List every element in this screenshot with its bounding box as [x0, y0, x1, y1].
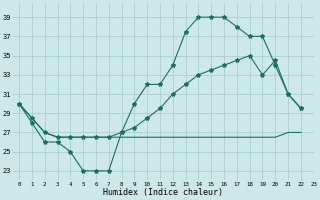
X-axis label: Humidex (Indice chaleur): Humidex (Indice chaleur) — [103, 188, 223, 197]
